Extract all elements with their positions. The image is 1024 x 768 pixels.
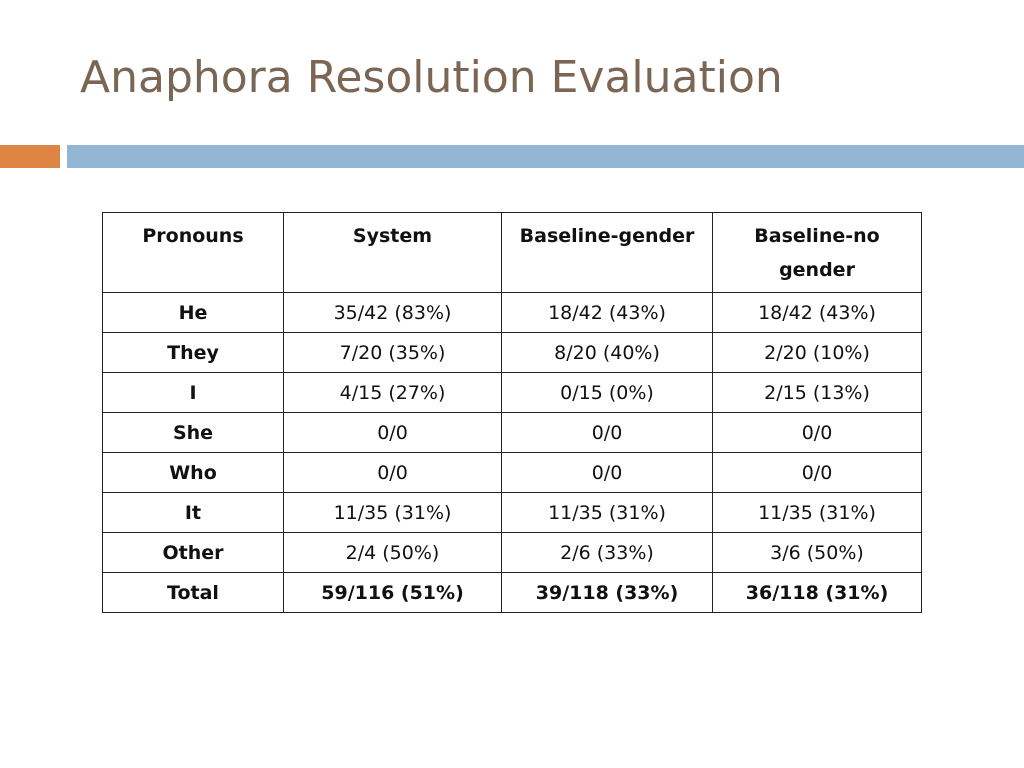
table-row: Other 2/4 (50%) 2/6 (33%) 3/6 (50%) [102, 532, 922, 573]
cell-baseline-no-gender: 36/118 (31%) [712, 572, 922, 613]
row-label: She [102, 412, 284, 453]
table-row: She 0/0 0/0 0/0 [102, 412, 922, 453]
table-row: Who 0/0 0/0 0/0 [102, 452, 922, 493]
cell-system: 2/4 (50%) [283, 532, 502, 573]
row-label: Who [102, 452, 284, 493]
header-system: System [283, 212, 502, 293]
table-row: It 11/35 (31%) 11/35 (31%) 11/35 (31%) [102, 492, 922, 533]
accent-bar-blue [67, 145, 1024, 168]
cell-system: 4/15 (27%) [283, 372, 502, 413]
cell-baseline-gender: 11/35 (31%) [501, 492, 713, 533]
table-row-total: Total 59/116 (51%) 39/118 (33%) 36/118 (… [102, 572, 922, 613]
row-label: It [102, 492, 284, 533]
cell-system: 0/0 [283, 412, 502, 453]
row-label: Other [102, 532, 284, 573]
table-row: He 35/42 (83%) 18/42 (43%) 18/42 (43%) [102, 292, 922, 333]
cell-baseline-gender: 0/0 [501, 412, 713, 453]
cell-baseline-gender: 39/118 (33%) [501, 572, 713, 613]
cell-baseline-no-gender: 11/35 (31%) [712, 492, 922, 533]
cell-baseline-gender: 18/42 (43%) [501, 292, 713, 333]
table-row: They 7/20 (35%) 8/20 (40%) 2/20 (10%) [102, 332, 922, 373]
cell-baseline-no-gender: 0/0 [712, 412, 922, 453]
cell-baseline-gender: 0/0 [501, 452, 713, 493]
cell-baseline-no-gender: 2/15 (13%) [712, 372, 922, 413]
row-label: I [102, 372, 284, 413]
cell-baseline-no-gender: 18/42 (43%) [712, 292, 922, 333]
row-label: They [102, 332, 284, 373]
row-label: Total [102, 572, 284, 613]
cell-baseline-no-gender: 0/0 [712, 452, 922, 493]
cell-system: 59/116 (51%) [283, 572, 502, 613]
cell-baseline-gender: 2/6 (33%) [501, 532, 713, 573]
row-label: He [102, 292, 284, 333]
table-header-row: Pronouns System Baseline-gender Baseline… [102, 212, 922, 293]
cell-system: 35/42 (83%) [283, 292, 502, 333]
header-baseline-no-gender: Baseline-no gender [712, 212, 922, 293]
results-table: Pronouns System Baseline-gender Baseline… [102, 212, 922, 613]
cell-system: 0/0 [283, 452, 502, 493]
cell-baseline-no-gender: 2/20 (10%) [712, 332, 922, 373]
cell-baseline-gender: 8/20 (40%) [501, 332, 713, 373]
accent-bar-orange [0, 145, 60, 168]
table-row: I 4/15 (27%) 0/15 (0%) 2/15 (13%) [102, 372, 922, 413]
cell-system: 11/35 (31%) [283, 492, 502, 533]
cell-system: 7/20 (35%) [283, 332, 502, 373]
header-baseline-gender: Baseline-gender [501, 212, 713, 293]
header-pronouns: Pronouns [102, 212, 284, 293]
cell-baseline-no-gender: 3/6 (50%) [712, 532, 922, 573]
cell-baseline-gender: 0/15 (0%) [501, 372, 713, 413]
slide-title: Anaphora Resolution Evaluation [80, 52, 783, 103]
